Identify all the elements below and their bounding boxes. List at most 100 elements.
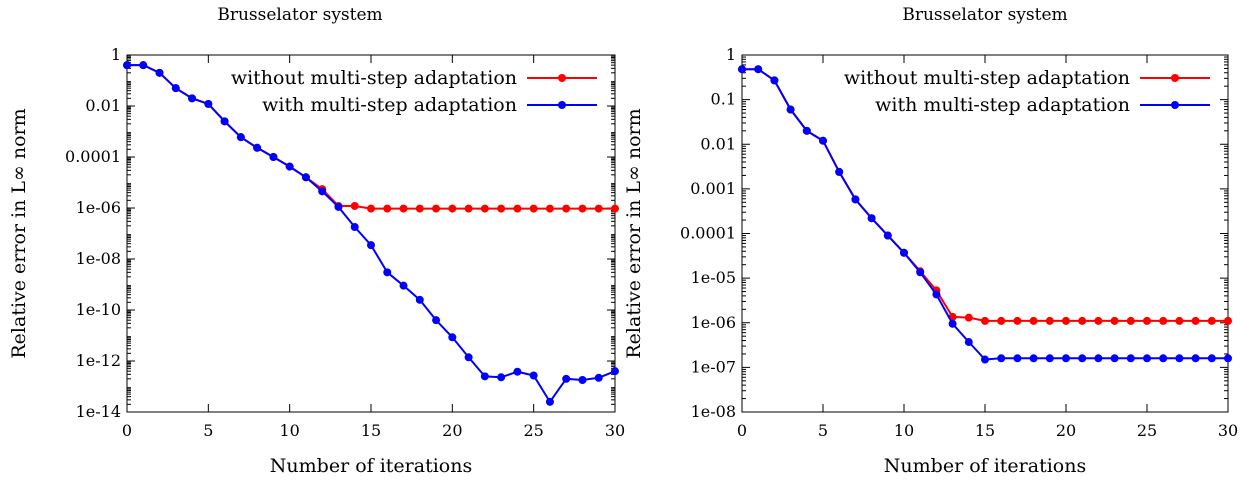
data-point (301, 173, 310, 182)
y-tick-label: 0.001 (690, 179, 736, 198)
y-axis-label: Relative error in L∞ norm (8, 108, 30, 358)
x-tick-label: 20 (1056, 421, 1076, 440)
data-point (545, 204, 554, 213)
data-point (1159, 316, 1168, 325)
data-point (770, 76, 779, 85)
data-point (318, 187, 327, 196)
data-point (1143, 316, 1151, 325)
data-point (1029, 316, 1038, 325)
x-tick-label: 0 (737, 421, 747, 440)
data-point (448, 333, 457, 342)
data-point (1191, 316, 1200, 325)
data-point (1224, 316, 1232, 325)
data-point (497, 373, 506, 382)
data-point (1094, 354, 1103, 363)
data-point (1013, 354, 1022, 363)
x-tick-label: 5 (818, 421, 828, 440)
data-point (611, 367, 619, 376)
data-point (997, 316, 1006, 325)
data-point (1078, 354, 1087, 363)
data-point (350, 201, 359, 210)
data-point (964, 313, 973, 322)
data-point (1029, 354, 1038, 363)
chart-right: Brusselator system 1 0.1 0.01 0.001 0.0001 1e-… (623, 5, 1238, 477)
data-point (1126, 316, 1135, 325)
data-point (562, 204, 571, 213)
data-point (432, 316, 441, 325)
data-point (1175, 354, 1184, 363)
data-point (916, 268, 925, 277)
y-tick-label: 1e-08 (691, 402, 736, 421)
data-point (786, 105, 795, 114)
y-tick-label: 1e-05 (691, 268, 736, 287)
y-tick-label: 0.0001 (680, 224, 736, 243)
data-point (432, 204, 441, 213)
data-point (529, 204, 538, 213)
chart-title: Brusselator system (902, 5, 1067, 25)
data-point (204, 99, 213, 108)
legend-label: with multi-step adaptation (262, 94, 517, 116)
data-point (1094, 316, 1103, 325)
legend-marker (558, 74, 566, 82)
data-point (415, 204, 424, 213)
data-point (611, 204, 619, 213)
data-point (1224, 354, 1232, 363)
data-point (448, 204, 457, 213)
x-tick-label: 30 (605, 421, 625, 440)
data-point (883, 231, 892, 240)
data-point (867, 214, 876, 223)
data-point (900, 248, 908, 257)
data-point (464, 353, 473, 362)
data-point (1143, 354, 1151, 363)
data-point (285, 162, 294, 171)
x-tick-label: 0 (122, 421, 132, 440)
data-point (1207, 354, 1216, 363)
data-point (578, 375, 587, 384)
chart-title: Brusselator system (217, 5, 382, 25)
legend-label: with multi-step adaptation (875, 94, 1130, 116)
data-point (334, 202, 343, 211)
y-axis-label: Relative error in L∞ norm (623, 108, 645, 358)
x-tick-label: 5 (203, 421, 213, 440)
x-axis-label: Number of iterations (270, 455, 472, 477)
data-point (997, 354, 1006, 363)
legend-marker (1171, 101, 1179, 109)
data-point (383, 204, 392, 213)
data-point (480, 204, 489, 213)
data-point (188, 94, 197, 103)
data-point (981, 316, 989, 325)
data-point (754, 65, 763, 74)
data-point (383, 268, 392, 277)
data-point (1062, 354, 1070, 363)
y-tick-label: 1e-06 (691, 313, 736, 332)
data-point (253, 143, 262, 152)
data-point (594, 204, 603, 213)
data-point (529, 371, 538, 380)
y-tick-label: 1e-12 (76, 351, 121, 370)
data-point (269, 153, 278, 161)
y-tick-label: 1 (111, 45, 121, 64)
data-point (1207, 316, 1216, 325)
legend-marker (1171, 74, 1179, 82)
data-point (545, 397, 554, 406)
data-point (851, 195, 860, 204)
data-point (1159, 354, 1168, 363)
x-tick-label: 15 (975, 421, 995, 440)
x-tick-label: 15 (361, 421, 381, 440)
series-1 (738, 65, 1232, 364)
data-point (1110, 354, 1119, 363)
x-tick-label: 10 (894, 421, 914, 440)
data-point (1175, 316, 1184, 325)
data-point (1126, 354, 1135, 363)
data-point (964, 338, 973, 347)
y-tick-label: 0.01 (700, 134, 736, 153)
y-tick-label: 1e-10 (76, 300, 121, 319)
y-tick-label: 1e-08 (76, 249, 121, 268)
y-tick-label: 1e-07 (691, 357, 736, 376)
y-tick-label: 0.1 (711, 90, 736, 109)
data-point (464, 204, 473, 213)
data-point (802, 126, 811, 135)
data-point (562, 374, 571, 383)
data-point (220, 117, 229, 126)
